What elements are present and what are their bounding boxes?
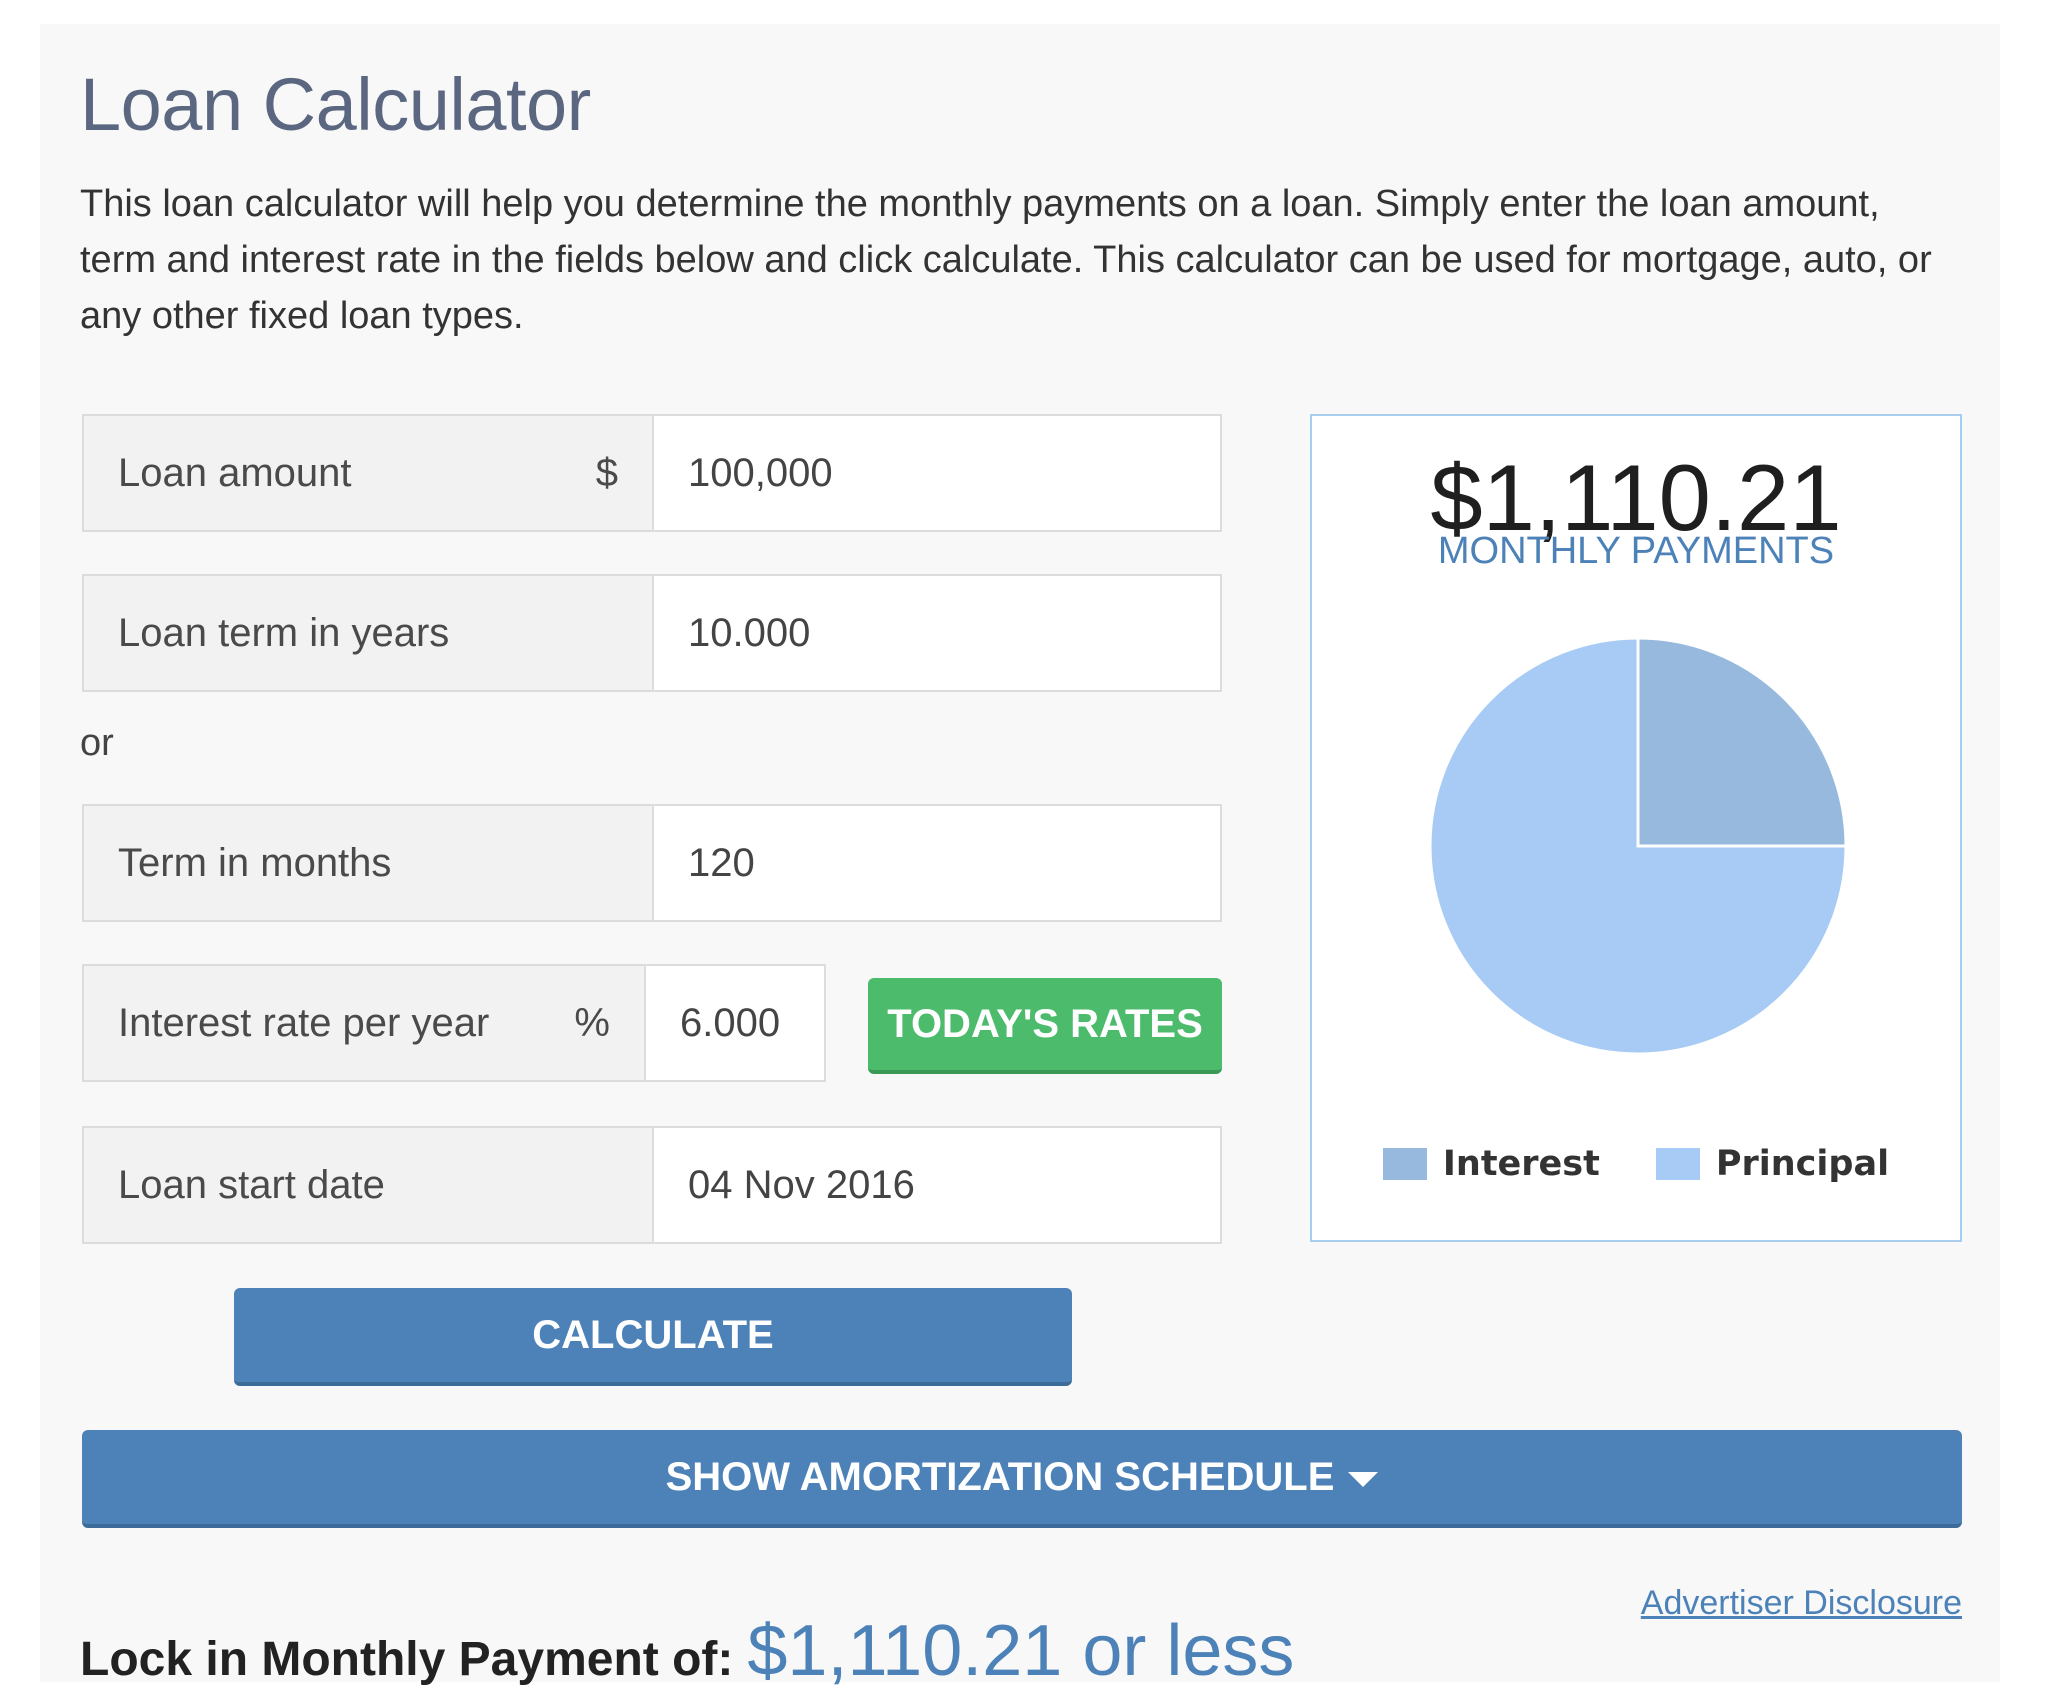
loan-term-years-row: Loan term in years <box>82 574 1222 692</box>
payment-pie-chart <box>1428 636 1848 1056</box>
term-months-input[interactable] <box>652 804 1222 922</box>
legend-label-principal: Principal <box>1715 1144 1890 1184</box>
advertiser-disclosure-link[interactable]: Advertiser Disclosure <box>1640 1584 1962 1622</box>
legend-label-interest: Interest <box>1442 1144 1600 1184</box>
show-amortization-button[interactable]: SHOW AMORTIZATION SCHEDULE <box>82 1430 1962 1528</box>
chart-legend: Interest Principal <box>1312 1144 1960 1184</box>
start-date-row: Loan start date <box>82 1126 1222 1244</box>
legend-swatch-interest <box>1382 1148 1427 1180</box>
lock-payment-line: Lock in Monthly Payment of: $1,110.21 or… <box>80 1610 1294 1692</box>
result-box: $1,110.21 MONTHLY PAYMENTS Interest Prin… <box>1310 414 1962 1242</box>
intro-text: This loan calculator will help you deter… <box>80 183 1932 337</box>
start-date-label: Loan start date <box>118 1162 385 1207</box>
start-date-label-box: Loan start date <box>82 1126 652 1244</box>
lock-value: $1,110.21 or less <box>747 1611 1295 1691</box>
calculate-button[interactable]: CALCULATE <box>234 1288 1072 1386</box>
term-months-label: Term in months <box>118 840 392 885</box>
percent-sign: % <box>574 1000 610 1045</box>
todays-rates-button[interactable]: TODAY'S RATES <box>868 978 1222 1074</box>
caret-down-icon <box>1348 1471 1379 1487</box>
interest-rate-label: Interest rate per year <box>118 1000 490 1045</box>
loan-amount-input[interactable] <box>652 414 1222 532</box>
loan-amount-label: Loan amount <box>118 450 352 495</box>
loan-amount-row: Loan amount $ <box>82 414 1222 532</box>
interest-rate-row: Interest rate per year % <box>82 964 826 1082</box>
legend-swatch-principal <box>1655 1148 1700 1180</box>
interest-rate-input[interactable] <box>644 964 826 1082</box>
term-months-label-box: Term in months <box>82 804 652 922</box>
term-months-row: Term in months <box>82 804 1222 922</box>
page-title: Loan Calculator <box>80 63 591 146</box>
monthly-payments-caption: MONTHLY PAYMENTS <box>1437 530 1835 572</box>
lock-label: Lock in Monthly Payment of: <box>80 1633 734 1686</box>
pie-slice-interest <box>1636 636 1848 848</box>
start-date-input[interactable] <box>652 1126 1222 1244</box>
loan-term-years-label-box: Loan term in years <box>82 574 652 692</box>
amortization-label: SHOW AMORTIZATION SCHEDULE <box>665 1454 1335 1499</box>
loan-term-years-label: Loan term in years <box>118 610 450 655</box>
loan-term-years-input[interactable] <box>652 574 1222 692</box>
interest-rate-label-box: Interest rate per year % <box>82 964 644 1082</box>
dollar-sign: $ <box>595 450 618 495</box>
monthly-payment-amount: $1,110.21 <box>1430 445 1842 550</box>
legend-item-interest: Interest <box>1382 1144 1600 1184</box>
or-separator: or <box>80 722 114 764</box>
loan-amount-label-box: Loan amount $ <box>82 414 652 532</box>
pie-slice-principal <box>1428 636 1848 1056</box>
legend-item-principal: Principal <box>1655 1144 1890 1184</box>
